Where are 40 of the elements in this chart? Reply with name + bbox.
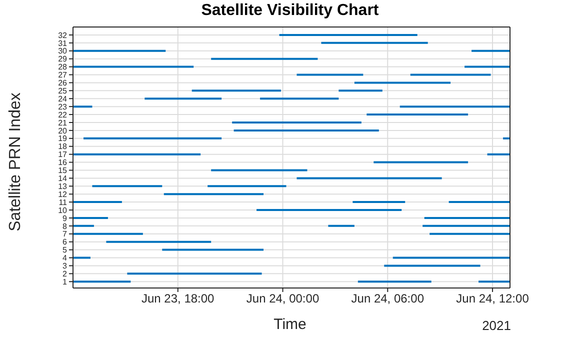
y-tick-label: 27 xyxy=(58,70,68,80)
y-tick-label: 5 xyxy=(62,246,68,255)
y-tick-label: 26 xyxy=(58,78,68,88)
x-tick-label: Jun 24, 00:00 xyxy=(246,292,320,306)
y-tick-label: 31 xyxy=(58,38,68,48)
y-tick-label: 2 xyxy=(62,270,68,279)
x-tick-label: Jun 24, 12:00 xyxy=(456,292,530,306)
y-tick-label: 22 xyxy=(58,110,68,120)
y-tick-label: 13 xyxy=(58,182,68,191)
y-tick-label: 15 xyxy=(58,166,68,176)
chart-title: Satellite Visibility Chart xyxy=(200,2,380,20)
x-axis-title: Time xyxy=(274,316,306,333)
y-tick-label: 30 xyxy=(58,46,68,56)
y-tick-label: 19 xyxy=(58,134,68,144)
y-tick-label: 24 xyxy=(58,94,68,104)
x-tick-label: Jun 24, 06:00 xyxy=(351,292,424,306)
y-tick-label: 10 xyxy=(58,206,68,215)
y-tick-label: 25 xyxy=(58,86,68,96)
y-tick-label: 1 xyxy=(62,277,68,286)
y-tick-label: 8 xyxy=(62,222,68,231)
y-tick-label: 28 xyxy=(58,62,68,72)
y-tick-label: 21 xyxy=(58,118,68,128)
y-tick-label: 32 xyxy=(58,30,68,40)
text: 2021 xyxy=(482,318,511,333)
y-tick-label: 23 xyxy=(58,102,68,112)
y-tick-label: 29 xyxy=(58,54,68,64)
y-tick-label: 7 xyxy=(62,230,68,239)
y-tick-label: 18 xyxy=(58,142,68,152)
y-tick-label: 3 xyxy=(62,262,68,271)
y-tick-label: 9 xyxy=(62,214,68,223)
y-tick-label: 14 xyxy=(58,174,68,184)
y-tick-label: 16 xyxy=(58,158,68,168)
y-tick-label: 20 xyxy=(58,126,68,136)
y-tick-label: 11 xyxy=(58,198,68,207)
x-tick-label: Jun 23, 18:00 xyxy=(142,292,215,306)
y-tick-label: 17 xyxy=(58,150,68,160)
y-tick-label: 12 xyxy=(58,190,68,199)
y-tick-label: 4 xyxy=(62,254,68,263)
y-axis-title: Satellite PRN Index xyxy=(7,92,25,232)
y-tick-label: 6 xyxy=(62,238,68,247)
